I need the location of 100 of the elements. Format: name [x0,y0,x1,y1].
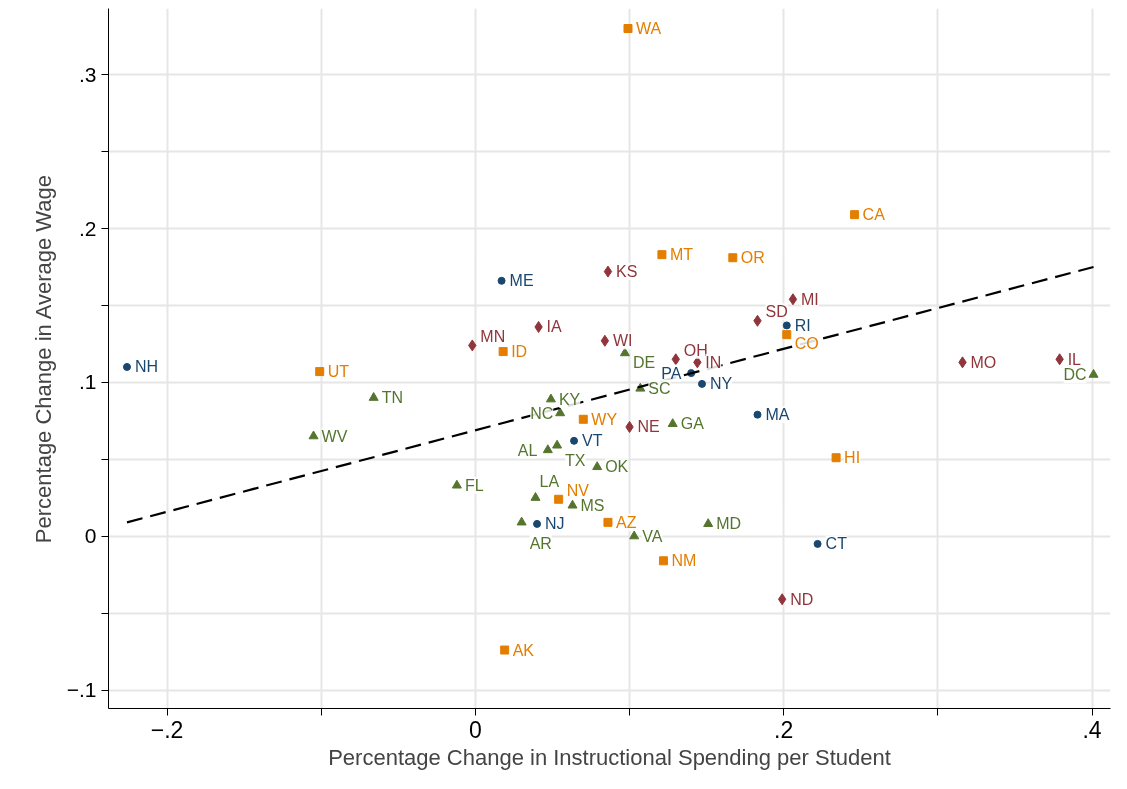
series-label: SD [765,303,788,321]
y-tick-label: .3 [78,62,97,86]
point [753,410,762,419]
y-tick-label: 0 [84,524,97,548]
y-axis-title: Percentage Change in Average Wage [30,175,56,544]
series-label: HI [844,449,861,467]
point [554,494,564,504]
point [368,392,379,401]
x-tick-label: −.2 [150,716,184,743]
point [850,210,860,220]
series-label: SC [648,380,671,397]
x-axis-title: Percentage Change in Instructional Spending per Student [328,744,891,770]
point [697,379,706,388]
point [545,393,556,403]
point [555,407,566,417]
x-tick-label: .2 [774,716,794,743]
point [782,321,791,330]
series-label: KS [615,263,638,281]
y-tick-label: .1 [78,370,97,394]
series-label: UT [327,363,350,381]
series-label: TX [565,451,586,469]
series-label: MS [580,496,605,514]
point [1088,368,1099,378]
point [629,530,640,540]
series-label: VT [582,432,603,450]
point [451,479,462,489]
series-label: AL [517,441,538,459]
series-label: MI [800,290,819,308]
series-label: MT [669,246,694,264]
series-label: NY [709,375,733,393]
point [592,461,603,471]
series-label: MA [765,406,790,424]
point [500,645,510,655]
series-label: NC [530,404,554,422]
y-tick-label: .2 [78,216,97,240]
series-label: GA [680,415,705,433]
point [813,539,822,548]
series-label: OK [605,458,629,476]
point [703,518,714,527]
series-label: OR [740,249,765,267]
point [570,436,579,445]
series-label: AK [512,641,535,659]
series-label: IA [546,318,563,336]
point [657,250,667,260]
series-label: NH [135,358,159,376]
point [315,367,325,377]
point [831,453,841,463]
series-label: DC [1063,366,1087,384]
series-label: CA [862,206,886,224]
series-label: NM [671,552,697,570]
series-label: WA [636,20,662,37]
x-tick-label: .4 [1082,716,1102,743]
point [777,593,787,606]
series-label: CT [825,535,848,553]
series-label: PA [661,364,682,382]
series-label: ID [511,343,528,361]
point [788,293,798,306]
series-label: WI [612,332,633,350]
x-tick-label: 0 [468,716,482,743]
point [308,430,319,440]
series-label: AZ [615,513,637,531]
point [123,362,131,371]
point [600,334,610,347]
point [728,253,738,263]
series-label: FL [464,476,484,494]
point [603,517,613,527]
point [552,439,563,449]
series-label: DE [632,353,656,371]
series-label: RI [794,316,811,334]
point [533,519,542,528]
point [497,276,506,285]
series-label: MD [716,515,742,533]
y-tick-label: −.1 [66,678,97,702]
point [603,265,613,278]
series-label: LA [539,473,560,491]
point [498,347,508,357]
point [530,492,541,501]
point [516,516,527,526]
point [658,556,668,566]
point [782,330,792,340]
series-label: VA [642,527,663,545]
series-label: MO [970,353,997,371]
series-label: WY [591,410,618,428]
series-label: MN [480,327,506,345]
point [542,444,553,454]
series-label: NE [637,418,660,436]
series-label: ND [790,590,814,608]
point [623,24,633,33]
point [567,499,578,509]
series-label: IL [1067,350,1082,368]
series-label: NV [566,481,590,499]
point [667,418,678,427]
series-label: CO [794,335,819,353]
series-label: TN [381,389,403,407]
point [619,347,630,357]
series-label: ME [509,272,534,290]
series-label: KY [558,390,581,408]
point [578,414,588,424]
series-label: NJ [545,515,565,533]
series-label: WV [321,427,348,445]
